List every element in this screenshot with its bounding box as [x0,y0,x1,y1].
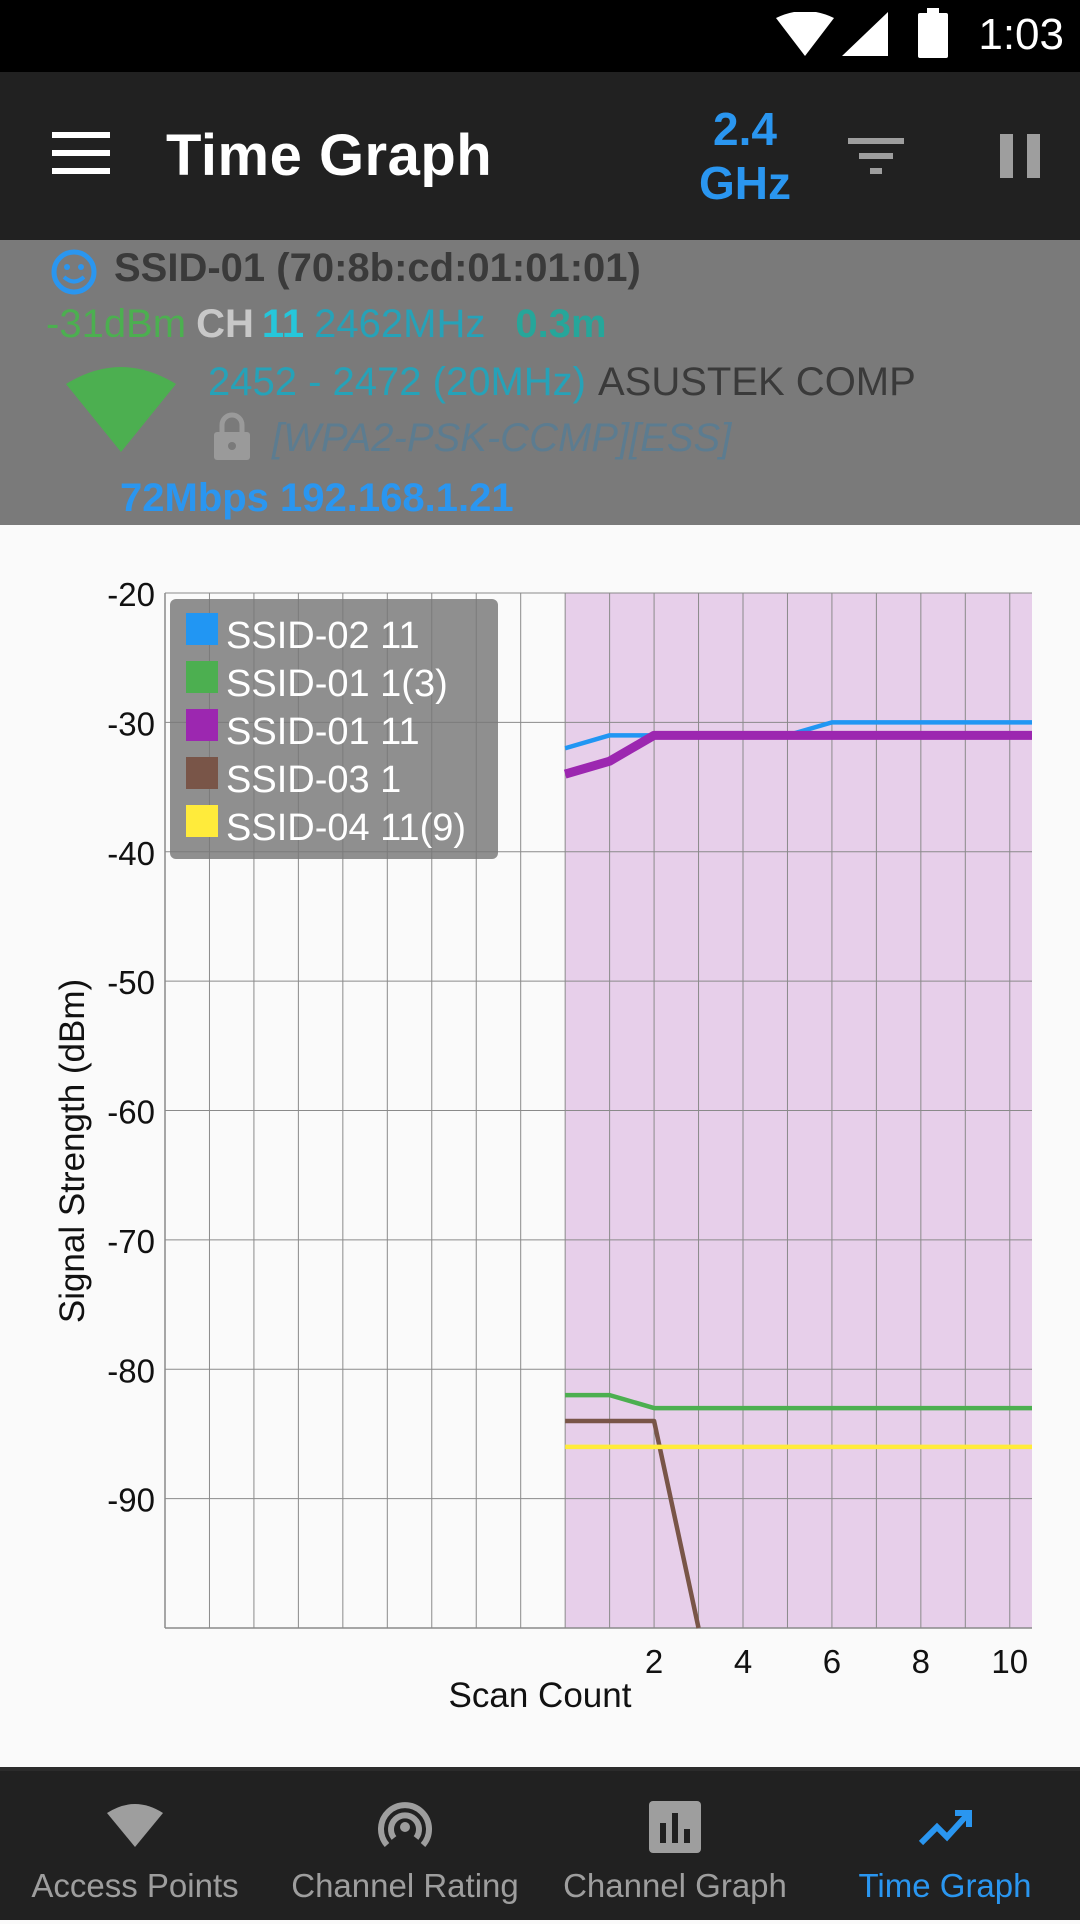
series-line [565,1418,701,1629]
nav-access-points[interactable]: Access Points [0,1771,270,1924]
pause-icon[interactable] [1000,134,1042,178]
legend-swatch [186,757,218,789]
status-time: 1:03 [978,10,1064,59]
bar-chart-icon [649,1801,701,1853]
trending-icon [918,1810,972,1846]
cell-signal-icon [842,12,888,56]
x-tick-label: 8 [912,1643,930,1680]
time-graph[interactable]: -20 -30 -40 -50 -60 -70 -80 -90 2 4 6 8 10 Signal S… [0,525,1080,1767]
y-tick-label: -40 [107,835,155,872]
distance-value: 0.3m [515,302,607,346]
y-tick-label: -50 [107,964,155,1001]
y-tick-label: -60 [107,1094,155,1131]
nav-time-graph[interactable]: Time Graph [810,1771,1080,1924]
series-line [565,1392,1032,1411]
legend-swatch [186,613,218,645]
chart-legend: SSID-02 11 SSID-01 1(3) SSID-01 11 SSID-03 … [170,599,498,859]
x-tick-labels: 2 4 6 8 10 [645,1643,1028,1680]
band-toggle-button[interactable]: 2.4 GHz [690,102,800,210]
nav-label: Time Graph [858,1867,1032,1904]
nav-channel-rating[interactable]: Channel Rating [270,1771,540,1924]
band-value: 2.4 [713,103,777,155]
legend-entry: SSID-04 11(9) [226,807,466,849]
bottom-navigation: Access Points Channel Rating Channel Gra… [0,1767,1080,1920]
series-lines [563,720,1032,1629]
status-bar: 1:03 [0,0,1080,72]
y-tick-labels: -20 -30 -40 -50 -60 -70 -80 -90 [107,576,155,1519]
nav-label: Channel Rating [291,1867,519,1904]
band-unit: GHz [699,157,791,209]
vendor-name: ASUSTEK COMP [597,360,916,404]
nav-channel-graph[interactable]: Channel Graph [540,1771,810,1924]
wifi-strength-icon [66,367,176,452]
link-speed-ip: 72Mbps 192.168.1.21 [120,476,514,520]
legend-entry: SSID-03 1 [226,759,401,801]
x-tick-label: 2 [645,1643,663,1680]
legend-background [170,599,498,859]
legend-entry: SSID-01 11 [226,711,420,753]
radar-icon [378,1802,432,1847]
signal-level: -31dBm [46,302,187,346]
legend-entry: SSID-01 1(3) [226,663,448,705]
frequency-range: 2452 - 2472 (20MHz) [208,360,586,404]
lock-icon [214,412,250,460]
y-tick-label: -20 [107,576,155,613]
y-axis-label: Signal Strength (dBm) [53,979,92,1323]
y-tick-label: -30 [107,705,155,742]
signal-time-chart: -20 -30 -40 -50 -60 -70 -80 -90 2 4 6 8 10 Signal S… [53,576,1032,1715]
ssid-label: SSID-01 (70:8b:cd:01:01:01) [114,246,641,290]
legend-entry: SSID-02 11 [226,615,420,657]
battery-icon [918,8,948,58]
channel-label: CH [196,302,254,346]
x-tick-label: 10 [991,1643,1028,1680]
page-title: Time Graph [166,123,493,188]
signal-line: -31dBm CH 11 2462MHz 0.3m [46,302,607,347]
legend-swatch [186,805,218,837]
range-line: 2452 - 2472 (20MHz) ASUSTEK COMP [208,360,916,405]
legend-swatch [186,661,218,693]
series-line [563,730,1032,779]
nav-label: Access Points [31,1867,239,1904]
menu-icon[interactable] [52,132,112,176]
y-tick-label: -80 [107,1352,155,1389]
y-tick-label: -90 [107,1482,155,1519]
channel-value: 11 [261,302,305,346]
legend-swatch [186,709,218,741]
wifi-icon [107,1804,163,1847]
connection-info-panel[interactable]: SSID-01 (70:8b:cd:01:01:01) -31dBm CH 11 24… [0,240,1080,525]
security-capabilities: [WPA2-PSK-CCMP][ESS] [272,416,732,460]
frequency-value: 2462MHz [314,302,486,346]
x-axis-label: Scan Count [449,1676,632,1715]
filter-icon[interactable] [848,134,904,178]
nav-label: Channel Graph [563,1867,787,1904]
y-tick-label: -70 [107,1223,155,1260]
wifi-status-icon [776,12,834,56]
x-tick-label: 4 [734,1643,752,1680]
smile-icon [51,249,97,295]
app-bar: Time Graph 2.4 GHz [0,72,1080,240]
x-tick-label: 6 [823,1643,841,1680]
